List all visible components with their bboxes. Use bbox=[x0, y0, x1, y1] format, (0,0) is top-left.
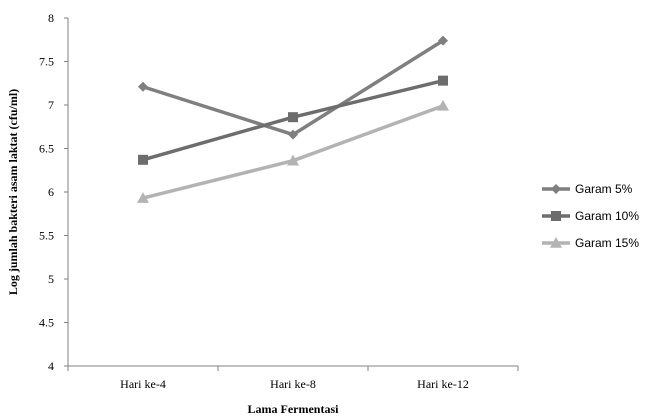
axes bbox=[67, 18, 518, 367]
data-point bbox=[288, 112, 298, 123]
legend-marker bbox=[551, 211, 561, 221]
y-tick-label: 4 bbox=[48, 359, 54, 373]
data-point bbox=[288, 129, 298, 140]
x-ticks: Hari ke-4 Hari ke-8 Hari ke-12 bbox=[67, 366, 519, 391]
legend-label: Garam 5% bbox=[575, 182, 633, 196]
series-group bbox=[137, 35, 449, 203]
y-tick-label: 6 bbox=[48, 185, 54, 199]
legend-marker bbox=[551, 184, 561, 194]
series-2 bbox=[138, 75, 448, 165]
legend: Garam 5% Garam 10% Garam 15% bbox=[542, 182, 639, 250]
data-point bbox=[137, 192, 149, 203]
y-tick-label: 8 bbox=[48, 11, 54, 25]
series-3 bbox=[137, 99, 449, 203]
y-tick-label: 5 bbox=[48, 272, 54, 286]
data-point bbox=[138, 81, 148, 92]
x-tick-label: Hari ke-12 bbox=[417, 377, 469, 391]
legend-item: Garam 10% bbox=[542, 209, 639, 223]
y-tick-label: 6.5 bbox=[39, 142, 54, 156]
legend-label: Garam 10% bbox=[575, 209, 639, 223]
x-tick-label: Hari ke-4 bbox=[120, 377, 166, 391]
data-point bbox=[287, 154, 299, 166]
data-point bbox=[138, 154, 148, 165]
y-ticks: 4 4.5 5 5.5 6 6.5 7 7.5 8 bbox=[39, 11, 68, 373]
legend-item: Garam 15% bbox=[542, 236, 639, 250]
legend-marker bbox=[550, 237, 562, 248]
y-tick-label: 4.5 bbox=[39, 316, 54, 330]
data-point bbox=[437, 99, 449, 111]
x-tick-label: Hari ke-8 bbox=[270, 377, 316, 391]
y-axis-title: Log jumlah bakteri asam laktat (cfu/ml) bbox=[6, 89, 20, 295]
legend-label: Garam 15% bbox=[575, 236, 639, 250]
y-tick-label: 7 bbox=[48, 98, 54, 112]
legend-item: Garam 5% bbox=[542, 182, 633, 196]
data-point bbox=[438, 35, 448, 46]
data-point bbox=[438, 75, 448, 86]
y-tick-label: 5.5 bbox=[39, 229, 54, 243]
x-axis-title: Lama Fermentasi bbox=[248, 402, 340, 416]
series-1 bbox=[138, 35, 448, 140]
y-tick-label: 7.5 bbox=[39, 55, 54, 69]
